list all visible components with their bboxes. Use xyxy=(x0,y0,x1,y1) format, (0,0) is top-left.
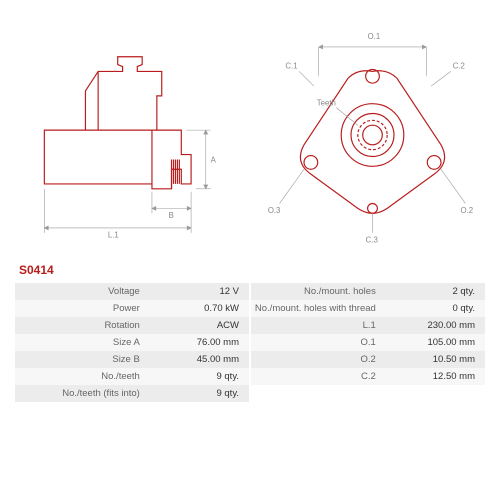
spec-row: Power0.70 kW xyxy=(15,300,249,317)
spec-row: RotationACW xyxy=(15,317,249,334)
spec-label: Power xyxy=(15,300,150,317)
spec-value: 12 V xyxy=(150,283,249,300)
spec-col-left: Voltage12 VPower0.70 kWRotationACWSize A… xyxy=(15,283,249,402)
spec-row: O.1105.00 mm xyxy=(251,334,485,351)
dim-c3-label: C.3 xyxy=(366,236,378,245)
spec-value: 105.00 mm xyxy=(386,334,485,351)
spec-row: O.210.50 mm xyxy=(251,351,485,368)
dim-a-label: A xyxy=(211,155,217,164)
spec-label: No./teeth xyxy=(15,368,150,385)
spec-label: Rotation xyxy=(15,317,150,334)
dim-c1-label: C.1 xyxy=(285,61,297,70)
dim-b-label: B xyxy=(169,211,174,220)
spec-row: No./mount. holes2 qty. xyxy=(251,283,485,300)
spec-label: No./teeth (fits into) xyxy=(15,385,150,402)
drawings-container: A B L.1 xyxy=(15,15,485,255)
front-view-drawing: O.1 O.2 O.3 C.1 C.2 C.3 Teeth xyxy=(260,15,485,255)
spec-row: Size B45.00 mm xyxy=(15,351,249,368)
teeth-label: Teeth xyxy=(317,99,336,108)
spec-row: Size A76.00 mm xyxy=(15,334,249,351)
dim-l1-label: L.1 xyxy=(108,231,119,240)
spec-label: Size B xyxy=(15,351,150,368)
spec-label: L.1 xyxy=(251,317,386,334)
spec-value: 10.50 mm xyxy=(386,351,485,368)
spec-value: ACW xyxy=(150,317,249,334)
spec-row: L.1230.00 mm xyxy=(251,317,485,334)
spec-value: 0 qty. xyxy=(386,300,485,317)
spec-row: No./mount. holes with thread0 qty. xyxy=(251,300,485,317)
spec-value: 0.70 kW xyxy=(150,300,249,317)
spec-col-right: No./mount. holes2 qty.No./mount. holes w… xyxy=(251,283,485,402)
spec-table: Voltage12 VPower0.70 kWRotationACWSize A… xyxy=(15,283,485,402)
spec-row: No./teeth (fits into)9 qty. xyxy=(15,385,249,402)
part-number: S0414 xyxy=(19,263,485,277)
spec-value: 76.00 mm xyxy=(150,334,249,351)
dim-c2-label: C.2 xyxy=(453,61,465,70)
spec-label: Voltage xyxy=(15,283,150,300)
spec-row: C.212.50 mm xyxy=(251,368,485,385)
spec-value: 230.00 mm xyxy=(386,317,485,334)
spec-value: 9 qty. xyxy=(150,368,249,385)
spec-label: O.2 xyxy=(251,351,386,368)
spec-value: 9 qty. xyxy=(150,385,249,402)
spec-value: 2 qty. xyxy=(386,283,485,300)
side-view-drawing: A B L.1 xyxy=(15,15,240,255)
spec-label: O.1 xyxy=(251,334,386,351)
dim-o1-label: O.1 xyxy=(368,32,381,41)
spec-value: 45.00 mm xyxy=(150,351,249,368)
dim-o2-label: O.2 xyxy=(461,206,474,215)
spec-value: 12.50 mm xyxy=(386,368,485,385)
spec-label: No./mount. holes xyxy=(251,283,386,300)
spec-label: C.2 xyxy=(251,368,386,385)
spec-row: Voltage12 V xyxy=(15,283,249,300)
spec-label: No./mount. holes with thread xyxy=(251,300,386,317)
spec-label: Size A xyxy=(15,334,150,351)
spec-row: No./teeth9 qty. xyxy=(15,368,249,385)
dim-o3-label: O.3 xyxy=(268,206,281,215)
